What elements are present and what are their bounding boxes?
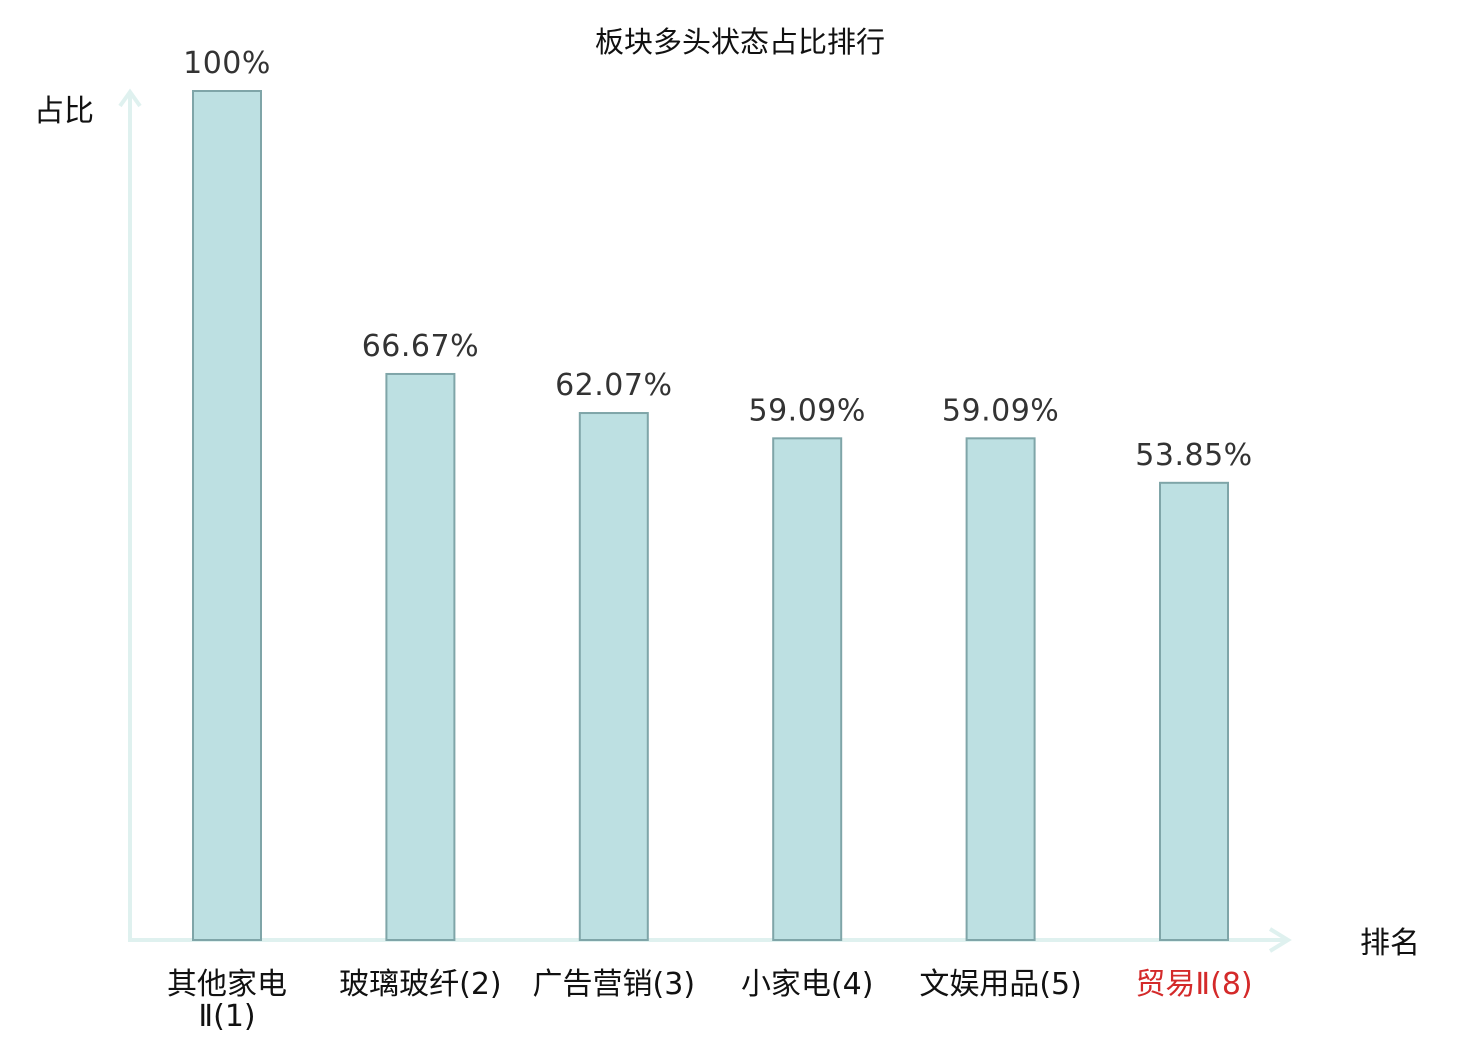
value-label-6: 53.85% [1135,438,1252,473]
value-label-1: 100% [183,46,271,81]
value-label-4: 59.09% [749,393,866,428]
value-label-3: 62.07% [555,368,672,403]
category-label-1-line-2: Ⅱ(1) [198,999,255,1034]
category-label-2: 玻璃玻纤(2) [339,967,502,1002]
category-label-4: 小家电(4) [741,967,874,1002]
category-label-1-line-1: 其他家电 [167,967,287,1002]
category-label-5: 文娱用品(5) [919,967,1082,1002]
x-axis-label: 排名 [1360,926,1420,961]
value-label-5: 59.09% [942,393,1059,428]
category-label-6: 贸易Ⅱ(8) [1135,967,1252,1002]
bar-6 [1159,481,1229,941]
bar-4 [772,437,843,941]
x-axis [128,927,1292,953]
bar-3 [578,412,649,941]
bar-2 [385,372,456,942]
bar-5 [965,437,1036,941]
y-axis [118,88,142,940]
chart-title: 板块多头状态占比排行 [595,25,885,59]
y-axis-label: 占比 [34,94,94,129]
bar-1 [192,90,262,941]
value-label-2: 66.67% [362,329,479,364]
category-label-3: 广告营销(3) [533,967,696,1002]
